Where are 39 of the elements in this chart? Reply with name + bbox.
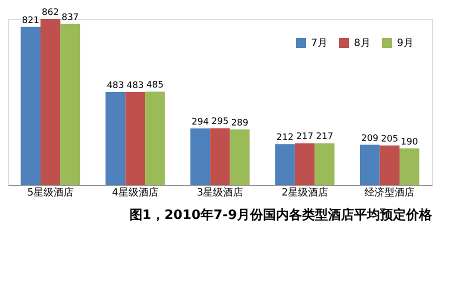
bar [275, 144, 295, 185]
data-label: 837 [62, 12, 79, 23]
legend-label: 8月 [354, 38, 370, 49]
data-label: 217 [316, 132, 334, 142]
data-label: 289 [231, 118, 249, 128]
bar [380, 146, 400, 185]
x-tick-label: 4星级酒店 [112, 186, 158, 198]
data-label: 295 [211, 117, 229, 128]
bar [399, 148, 420, 185]
data-label: 212 [276, 133, 294, 144]
x-tick-label: 3星级酒店 [196, 186, 244, 198]
legend-label: 9月 [397, 38, 414, 49]
bar [20, 26, 41, 185]
x-tick-label: 经济型酒店 [364, 186, 415, 198]
bar [40, 19, 60, 185]
legend-label: 7月 [311, 38, 328, 49]
x-tick-label: 5星级酒店 [27, 186, 74, 198]
bar [60, 24, 80, 185]
bar [294, 143, 315, 185]
text: 图1，2010年7-9月份国内各类型酒店平均预定价格 [129, 207, 433, 223]
data-label: 483 [126, 80, 144, 91]
data-label: 209 [361, 134, 379, 144]
bar [210, 128, 230, 185]
bar [145, 92, 165, 185]
data-label: 294 [192, 117, 210, 128]
data-label: 821 [22, 16, 40, 26]
bar [314, 143, 334, 185]
bar [360, 144, 380, 185]
data-label: 862 [42, 8, 59, 18]
data-label: 190 [400, 137, 418, 148]
bar [230, 129, 250, 185]
bar [106, 92, 126, 185]
data-label: 485 [146, 80, 164, 91]
data-label: 483 [106, 80, 124, 91]
data-label: 217 [296, 132, 314, 142]
bar [125, 92, 146, 185]
x-tick-label: 2星级酒店 [282, 186, 328, 198]
data-label: 205 [381, 134, 398, 145]
bar [190, 128, 210, 185]
